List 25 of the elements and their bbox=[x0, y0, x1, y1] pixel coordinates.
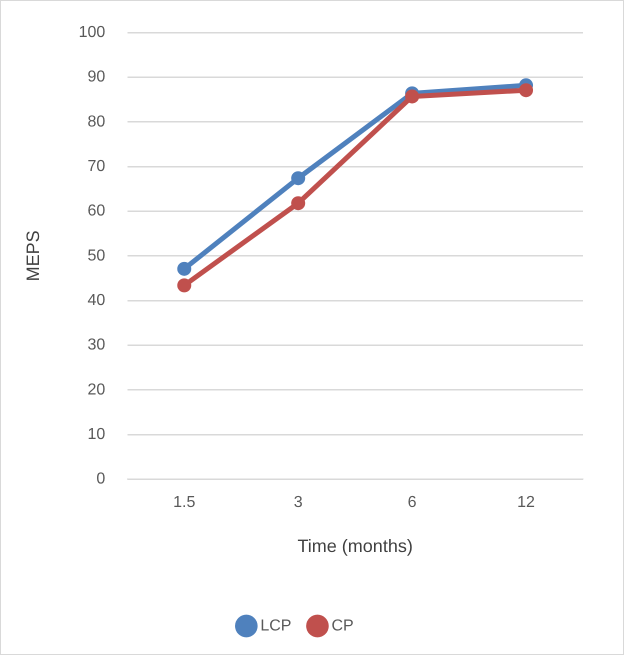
y-tick-label: 20 bbox=[88, 381, 106, 398]
y-tick-label: 80 bbox=[88, 113, 106, 130]
legend-label: LCP bbox=[260, 617, 292, 634]
point bbox=[177, 278, 192, 292]
point bbox=[405, 89, 420, 104]
point bbox=[519, 83, 534, 98]
x-axis-title: Time (months) bbox=[297, 536, 413, 556]
point bbox=[177, 262, 192, 276]
point bbox=[291, 196, 306, 210]
x-tick-label: 6 bbox=[408, 494, 417, 512]
x-tick-label: 1.5 bbox=[173, 494, 196, 512]
legend-label: CP bbox=[331, 617, 354, 634]
x-tick-label: 3 bbox=[294, 494, 303, 512]
y-tick-label: 10 bbox=[88, 426, 106, 443]
y-tick-label: 30 bbox=[88, 336, 106, 354]
y-tick-label: 70 bbox=[88, 158, 106, 175]
y-tick-label: 0 bbox=[96, 470, 106, 488]
x-tick-label: 12 bbox=[517, 494, 536, 512]
y-tick-label: 40 bbox=[88, 292, 106, 309]
y-tick-label: 100 bbox=[78, 24, 106, 42]
point bbox=[291, 171, 306, 186]
y-tick-label: 60 bbox=[88, 202, 106, 220]
y-tick-label: 90 bbox=[88, 68, 106, 86]
y-tick-label: 50 bbox=[88, 247, 106, 264]
y-axis-title: MEPS bbox=[22, 230, 43, 282]
